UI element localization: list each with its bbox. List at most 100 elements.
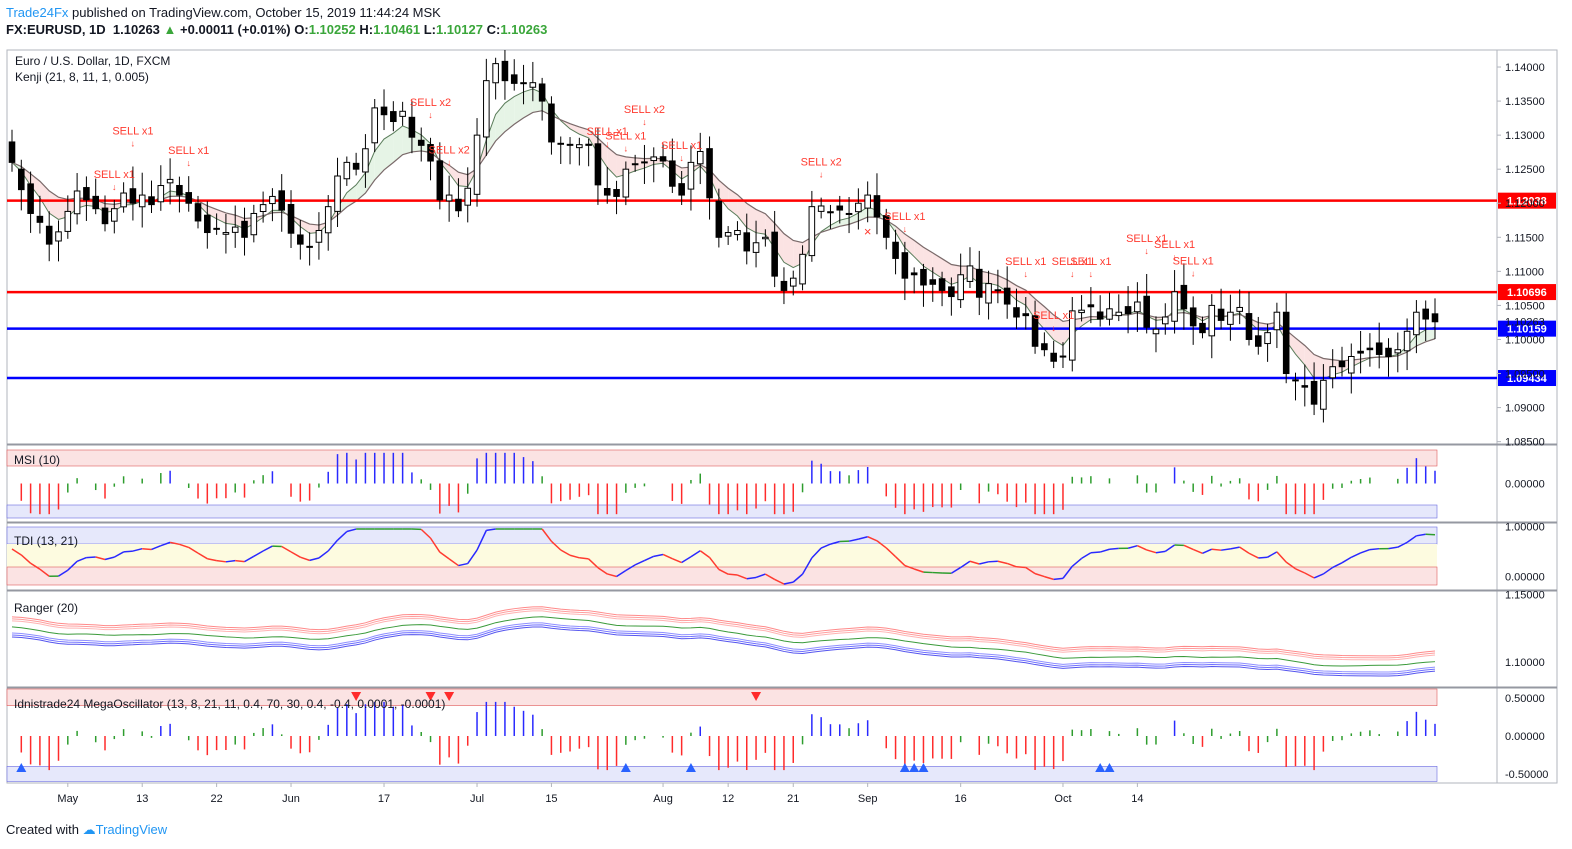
tdi-line-segment — [708, 556, 720, 570]
candle-body — [287, 203, 295, 234]
tdi-line-segment — [30, 562, 41, 570]
tdi-line-segment — [1416, 533, 1426, 537]
ranger-tick-label: 1.10000 — [1505, 657, 1545, 669]
sell-signal-label: SELL x1 — [587, 126, 628, 138]
price-tick-label: 1.12500 — [1505, 164, 1545, 176]
candle-body — [269, 195, 276, 205]
sell-signal-label: SELL x1 — [1033, 310, 1074, 322]
tdi-lower-band — [6, 566, 1438, 586]
candle-body — [8, 141, 16, 163]
tdi-line-segment — [597, 567, 608, 575]
footer: Created with ☁TradingView — [6, 822, 167, 838]
candle-body — [938, 278, 946, 291]
candle-body — [576, 144, 583, 149]
sell-arrow-icon: ↓ — [819, 170, 824, 180]
tdi-line-segment — [1127, 544, 1138, 549]
mega-top-marker-icon — [425, 692, 436, 701]
candle-body — [213, 227, 220, 230]
publisher-name[interactable]: Trade24Fx — [6, 5, 69, 20]
ema-cloud — [523, 88, 533, 118]
tdi-line-segment — [653, 553, 664, 558]
candle-body — [1022, 313, 1030, 317]
sell-arrow-icon: ↓ — [1172, 252, 1177, 262]
mega-bottom-marker-icon — [620, 763, 631, 772]
candle-body — [743, 232, 751, 252]
candle-body — [1050, 352, 1057, 362]
tradingview-brand[interactable]: TradingView — [95, 822, 168, 837]
ema-fast-line — [11, 88, 1436, 380]
tdi-line-segment — [774, 578, 785, 585]
candle-body — [390, 111, 397, 123]
tdi-line-segment — [337, 530, 348, 541]
time-tick-label: 16 — [955, 793, 967, 805]
tdi-line-segment — [1053, 577, 1064, 581]
candle-body — [892, 241, 899, 259]
mega-bottom-marker-icon — [909, 763, 920, 772]
tdi-line-segment — [169, 541, 180, 546]
ema-cloud — [495, 103, 505, 141]
ema-cloud — [356, 172, 366, 202]
ema-cloud — [1295, 337, 1305, 366]
candle-body — [371, 107, 379, 144]
sell-signal-label: SELL x2 — [801, 157, 842, 169]
candle-body — [557, 142, 565, 145]
tdi-line-segment — [579, 557, 589, 560]
candle-body — [73, 190, 81, 215]
candle-body — [343, 161, 351, 180]
tdi-line-segment — [1146, 549, 1157, 554]
price-tick-label: 1.09000 — [1505, 403, 1545, 415]
mega-tick-label: -0.50000 — [1505, 769, 1548, 781]
tdi-line-segment — [151, 545, 162, 551]
ema-cloud — [393, 125, 403, 163]
kenji-indicator-label: Kenji (21, 8, 11, 1, 0.005) — [15, 70, 149, 84]
candle-body — [222, 232, 230, 235]
tdi-line-segment — [476, 530, 488, 551]
tdi-line-segment — [811, 547, 822, 559]
candle-body — [464, 187, 472, 206]
tdi-line-segment — [1239, 546, 1250, 554]
close-label: C: — [486, 22, 501, 37]
candle-body — [1031, 315, 1039, 347]
candle-body — [1041, 343, 1048, 351]
ema-cloud — [504, 96, 515, 132]
mega-bottom-marker-icon — [1104, 763, 1115, 772]
ema-cloud — [756, 209, 766, 235]
candle-body — [1329, 366, 1336, 379]
ema-cloud — [904, 234, 915, 257]
ema-cloud — [1081, 316, 1091, 326]
ema-cloud — [49, 190, 59, 220]
tradingview-logo-icon[interactable]: ☁ — [82, 822, 96, 837]
ranger-band-line — [11, 610, 1436, 661]
ema-cloud — [384, 133, 394, 170]
candle-body — [1217, 308, 1225, 321]
tdi-line-segment — [327, 539, 339, 552]
candle-body — [873, 195, 881, 218]
candle-body — [631, 163, 639, 166]
candle-body — [789, 277, 797, 287]
tdi-line-segment — [281, 545, 292, 553]
candle-body — [194, 203, 202, 222]
tdi-line-segment — [11, 548, 22, 556]
sell-arrow-icon: ↓ — [624, 143, 629, 153]
tdi-line-segment — [690, 550, 701, 558]
last-price: 1.10263 — [112, 22, 160, 37]
candle-body — [92, 195, 99, 210]
candle-body — [929, 279, 937, 285]
price-tick-label: 1.13000 — [1505, 130, 1545, 142]
tdi-line-segment — [1341, 556, 1352, 564]
tdi-line-segment — [588, 558, 599, 569]
candle-body — [241, 220, 248, 238]
ema-slow-line — [11, 110, 1436, 362]
candle-body — [1208, 304, 1216, 337]
symbol-label: FX:EURUSD, 1D — [6, 22, 106, 37]
candle-body — [427, 144, 434, 162]
tdi-line-segment — [699, 550, 710, 559]
tdi-line-segment — [950, 566, 962, 574]
mega-bottom-marker-icon — [899, 763, 910, 772]
candle-body — [417, 139, 425, 146]
sell-signal-label: SELL x1 — [94, 169, 135, 181]
tdi-line-segment — [672, 557, 682, 564]
candle-body — [36, 215, 44, 223]
mega-top-marker-icon — [351, 692, 362, 701]
